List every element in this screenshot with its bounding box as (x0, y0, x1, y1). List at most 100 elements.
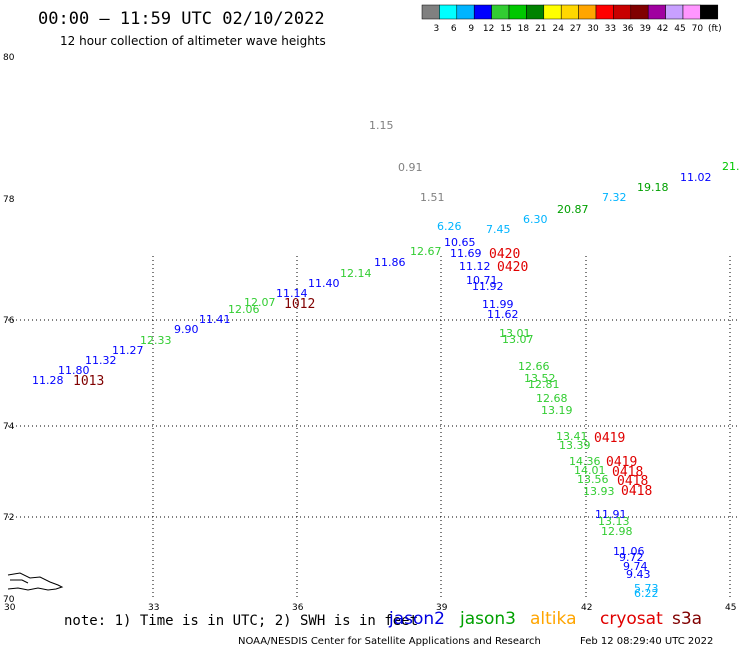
colorbar-label: 15 (500, 24, 511, 34)
colorbar-swatch (630, 4, 649, 20)
colorbar-label: 36 (622, 24, 634, 34)
colorbar-label: 30 (587, 24, 599, 34)
wave-height-label: 13.13 (598, 515, 630, 528)
wave-height-label: 12.68 (536, 392, 568, 405)
wave-height-label: 11.80 (58, 364, 90, 377)
wave-height-label: 1.51 (420, 191, 445, 204)
colorbar-label: (ft) (708, 24, 722, 34)
wave-height-label: 11.06 (613, 545, 645, 558)
wave-height-label: 12.33 (140, 334, 172, 347)
wave-height-label: 20.87 (557, 203, 589, 216)
wave-height-label: 19.18 (637, 181, 669, 194)
footer-note: note: 1) Time is in UTC; 2) SWH is in fe… (64, 613, 418, 629)
lat-label: 80 (3, 53, 15, 63)
lon-label: 36 (292, 603, 304, 613)
wave-height-label: 13.01 (499, 327, 531, 340)
wave-height-label: 11.02 (680, 171, 712, 184)
sat-s3a: s3a (672, 609, 702, 629)
wave-height-label: 11.40 (308, 277, 340, 290)
colorbar-swatch (700, 4, 719, 20)
wave-height-label: 12.81 (528, 378, 560, 391)
pass-time-label: 0418 (617, 474, 648, 489)
lon-label: 45 (725, 603, 736, 613)
wave-height-label: 13.07 (502, 333, 534, 346)
wave-height-label: 11.62 (487, 308, 519, 321)
wave-height-label: 11.12 (459, 260, 491, 273)
longitude-labels: 30 33 36 39 42 45 (4, 603, 736, 613)
wave-height-label: 9.90 (174, 323, 199, 336)
pass-time-label: 1012 (284, 297, 315, 312)
wave-height-label: 11.14 (276, 287, 308, 300)
lon-label: 39 (436, 603, 448, 613)
wave-height-label: 13.39 (559, 439, 591, 452)
colorbar-label: 27 (570, 24, 581, 34)
colorbar-label: 3 (434, 24, 440, 34)
colorbar-label: 24 (552, 24, 564, 34)
sat-jason3: jason3 (459, 609, 516, 629)
wave-height-observations: 21. 1.15 0.91 1.51 11.02 19.18 7.32 20.87 6.30 7.… (32, 119, 740, 600)
colorbar-label: 42 (657, 24, 668, 34)
map-grid (8, 256, 740, 600)
sat-cryosat: cryosat (600, 609, 663, 629)
colorbar-swatch (665, 4, 684, 20)
wave-height-label: 11.99 (482, 298, 514, 311)
wave-height-label: 1.15 (369, 119, 394, 132)
colorbar-swatch (543, 4, 562, 20)
colorbar-swatch (613, 4, 632, 20)
lon-label: 42 (581, 603, 592, 613)
wave-height-label: 12.14 (340, 267, 372, 280)
color-legend-labels: 3 6 9 12 15 18 21 24 27 30 33 36 39 42 45 70 (ft) (434, 24, 722, 34)
latitude-labels: 80 78 76 74 72 70 (3, 53, 15, 605)
colorbar-swatch (456, 4, 475, 20)
wave-height-label: 7.45 (486, 223, 511, 236)
wave-height-label: 11.69 (450, 247, 482, 260)
colorbar-swatch (439, 4, 458, 20)
wave-height-label: 13.93 (583, 485, 615, 498)
page-title: 00:00 – 11:59 UTC 02/10/2022 (38, 9, 325, 29)
lat-label: 72 (3, 513, 14, 523)
wave-height-label: 0.91 (398, 161, 423, 174)
wave-height-label: 6.26 (437, 220, 462, 233)
colorbar-label: 6 (451, 24, 457, 34)
lon-label: 33 (148, 603, 159, 613)
footer-credit: NOAA/NESDIS Center for Satellite Applica… (238, 636, 541, 647)
colorbar-label: 9 (468, 24, 474, 34)
colorbar-swatch (421, 4, 440, 20)
pass-time-label: 0420 (489, 247, 520, 262)
wave-height-label: 11.28 (32, 374, 64, 387)
pass-time-label: 1013 (73, 374, 104, 389)
sat-jason2: jason2 (388, 609, 445, 629)
wave-height-label: 12.06 (228, 303, 260, 316)
wave-height-label: 12.07 (244, 296, 276, 309)
colorbar-label: 45 (674, 24, 685, 34)
lat-label: 70 (3, 595, 15, 605)
pass-time-label: 0419 (606, 455, 637, 470)
wave-height-label: 9.43 (626, 568, 651, 581)
colorbar-label: 21 (535, 24, 546, 34)
wave-height-label: 6.30 (523, 213, 548, 226)
colorbar-swatch (595, 4, 614, 20)
colorbar-swatch (578, 4, 597, 20)
colorbar-label: 18 (518, 24, 530, 34)
colorbar-swatch (647, 4, 666, 20)
wave-height-label: 12.98 (601, 525, 633, 538)
colorbar-swatch (491, 4, 510, 20)
colorbar-swatch (682, 4, 701, 20)
footer-timestamp: Feb 12 08:29:40 UTC 2022 (580, 636, 713, 647)
wave-height-label: 13.52 (524, 372, 556, 385)
wave-height-label: 9.72 (619, 551, 644, 564)
colorbar-swatch (473, 4, 492, 20)
pass-time-label: 0419 (594, 431, 625, 446)
wave-height-label: 6.22 (634, 587, 659, 600)
satellite-legend: jason2 jason3 altika cryosat s3a (388, 609, 702, 629)
colorbar-swatch (508, 4, 527, 20)
page-subtitle: 12 hour collection of altimeter wave hei… (60, 34, 326, 48)
wave-height-label: 10.71 (466, 274, 498, 287)
sat-altika: altika (530, 609, 577, 629)
colorbar-swatch (560, 4, 579, 20)
wave-height-label: 11.92 (472, 280, 504, 293)
wave-height-label: 13.41 (556, 430, 588, 443)
wave-height-label: 12.66 (518, 360, 550, 373)
wave-height-label: 9.74 (623, 560, 648, 573)
